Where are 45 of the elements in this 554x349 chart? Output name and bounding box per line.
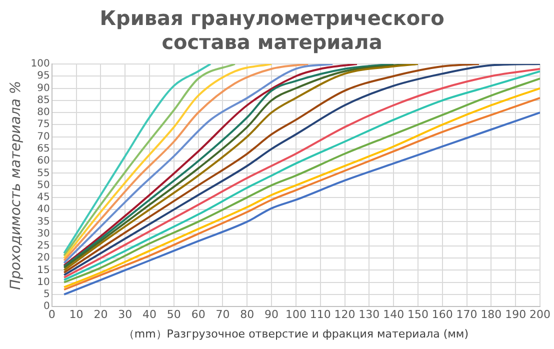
x-tick-label: 160 bbox=[432, 308, 453, 322]
y-tick-label: 20 bbox=[37, 252, 50, 264]
x-tick-label: 120 bbox=[334, 308, 356, 322]
y-tick-label: 95 bbox=[37, 70, 50, 82]
y-tick-label: 55 bbox=[37, 168, 50, 179]
y-tick-label: 45 bbox=[37, 192, 50, 204]
y-tick-label: 85 bbox=[37, 94, 50, 106]
y-tick-label: 75 bbox=[37, 119, 50, 130]
x-tick-label: 70 bbox=[216, 308, 230, 322]
x-tick-label: 50 bbox=[166, 308, 181, 322]
x-tick-label: 100 bbox=[285, 308, 306, 322]
y-tick-label: 25 bbox=[37, 240, 50, 252]
y-tick-label: 10 bbox=[37, 276, 50, 288]
y-tick-label: 70 bbox=[37, 131, 50, 142]
x-tick-label: 20 bbox=[94, 308, 108, 322]
y-tick-label: 90 bbox=[37, 82, 50, 94]
y-tick-label: 15 bbox=[37, 264, 50, 276]
x-tick-label: 170 bbox=[456, 308, 478, 322]
x-tick-label: 90 bbox=[264, 308, 279, 322]
line-series bbox=[63, 64, 273, 260]
x-tick-label: 140 bbox=[383, 308, 404, 322]
y-tick-label: 65 bbox=[37, 144, 50, 155]
x-tick-label: 80 bbox=[240, 308, 254, 322]
y-tick-label: 30 bbox=[37, 228, 50, 240]
x-tick-label: 60 bbox=[191, 308, 206, 322]
y-tick-label: 40 bbox=[37, 204, 50, 216]
y-tick-label: 60 bbox=[37, 156, 50, 167]
y-tick-label: 5 bbox=[44, 289, 50, 300]
x-tick-label: 110 bbox=[310, 308, 331, 322]
y-axis-title: Проходимость материала % bbox=[8, 80, 24, 290]
y-tick-label: 50 bbox=[37, 180, 50, 191]
y-tick-label: 0 bbox=[44, 301, 50, 312]
chart-title: Кривая гранулометрического состава материала bbox=[100, 6, 444, 54]
x-tick-label: 30 bbox=[118, 308, 132, 322]
x-tick-label: 180 bbox=[480, 308, 502, 322]
x-tick-label: 10 bbox=[69, 308, 84, 322]
x-tick-label: 190 bbox=[505, 308, 526, 322]
x-tick-label: 130 bbox=[358, 308, 380, 322]
y-tick-label: 100 bbox=[30, 58, 50, 70]
x-axis-title: （mm）Разгрузочное отверстие и фракция материала (мм) bbox=[123, 327, 469, 340]
x-tick-label: 200 bbox=[530, 308, 550, 322]
y-tick-label: 80 bbox=[37, 107, 50, 118]
y-tick-label: 35 bbox=[37, 216, 50, 228]
x-tick-label: 40 bbox=[142, 308, 157, 322]
x-tick-label: 150 bbox=[407, 308, 428, 322]
